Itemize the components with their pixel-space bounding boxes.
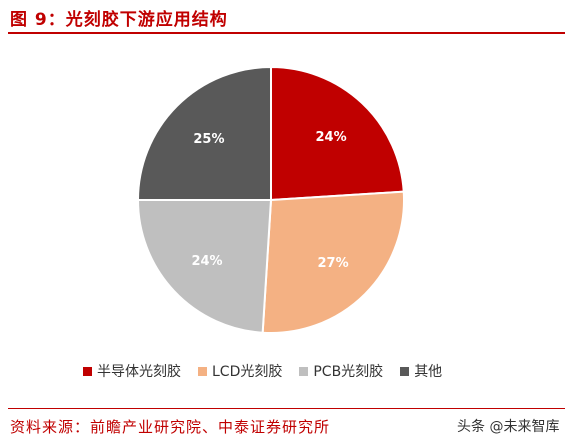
pie-slice <box>136 65 272 201</box>
legend-item-other: 其他 <box>400 361 442 381</box>
legend-item-lcd: LCD光刻胶 <box>198 361 282 381</box>
footer-rule <box>8 408 565 409</box>
legend-item-semiconductor: 半导体光刻胶 <box>83 361 181 381</box>
legend-label: PCB光刻胶 <box>313 364 384 380</box>
title-rule <box>8 32 565 34</box>
slice-value-label: 24% <box>316 130 347 145</box>
source-note: 资料来源：前瞻产业研究院、中泰证券研究所 <box>10 418 331 436</box>
legend: 半导体光刻胶 LCD光刻胶 PCB光刻胶 其他 <box>83 361 459 381</box>
legend-swatch <box>198 366 207 376</box>
watermark: 头条 @未来智库 <box>457 419 560 435</box>
legend-swatch <box>299 366 309 376</box>
pie-slice <box>136 199 273 334</box>
legend-label: 半导体光刻胶 <box>97 364 181 380</box>
legend-label: 其他 <box>414 364 443 380</box>
slice-value-label: 27% <box>318 256 349 271</box>
figure-title: 图 9：光刻胶下游应用结构 <box>10 10 228 30</box>
legend-swatch <box>83 366 92 376</box>
slice-value-label: 24% <box>191 254 222 269</box>
legend-label: LCD光刻胶 <box>212 364 283 380</box>
legend-swatch <box>400 366 410 376</box>
legend-item-pcb: PCB光刻胶 <box>299 361 383 381</box>
pie-slice <box>270 65 405 202</box>
pie-chart: 24% 27% 24% 25% <box>136 65 405 334</box>
pie-slice <box>261 190 405 334</box>
slice-value-label: 25% <box>193 132 224 147</box>
